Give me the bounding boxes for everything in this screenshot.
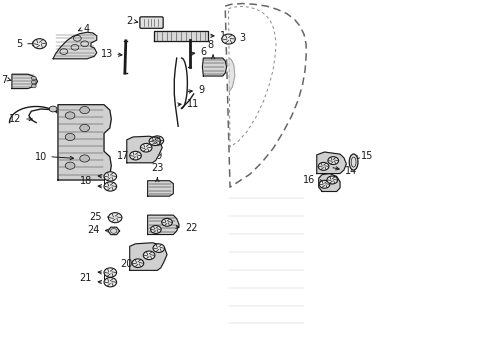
Circle shape <box>130 151 141 160</box>
Circle shape <box>151 136 164 145</box>
Circle shape <box>80 107 90 114</box>
Ellipse shape <box>349 154 358 170</box>
Text: 15: 15 <box>361 150 373 161</box>
Polygon shape <box>229 58 235 92</box>
Polygon shape <box>154 31 208 41</box>
Polygon shape <box>318 174 340 192</box>
Polygon shape <box>108 227 120 235</box>
Text: 24: 24 <box>87 225 99 235</box>
Circle shape <box>80 125 90 132</box>
Circle shape <box>153 244 165 252</box>
Circle shape <box>108 213 122 223</box>
Text: 18: 18 <box>80 176 92 186</box>
Circle shape <box>104 172 117 181</box>
Text: 10: 10 <box>35 152 48 162</box>
Circle shape <box>143 251 155 260</box>
Circle shape <box>104 278 117 287</box>
Text: 17: 17 <box>117 150 129 161</box>
Text: 23: 23 <box>151 163 164 173</box>
Circle shape <box>33 39 47 49</box>
Text: 14: 14 <box>345 166 357 176</box>
Circle shape <box>328 157 339 165</box>
Circle shape <box>132 259 144 267</box>
Polygon shape <box>317 152 346 174</box>
Circle shape <box>319 180 330 188</box>
Circle shape <box>80 155 90 162</box>
Text: 25: 25 <box>89 212 101 221</box>
Polygon shape <box>53 32 97 59</box>
Text: 21: 21 <box>79 273 92 283</box>
Polygon shape <box>202 58 227 76</box>
Circle shape <box>162 219 172 226</box>
Circle shape <box>149 137 161 145</box>
Text: 9: 9 <box>198 85 205 95</box>
Text: 4: 4 <box>84 24 90 34</box>
Text: 6: 6 <box>200 47 207 57</box>
Circle shape <box>31 76 36 80</box>
Text: 3: 3 <box>240 33 246 43</box>
Text: 19: 19 <box>151 150 164 161</box>
Circle shape <box>31 80 36 84</box>
Text: 16: 16 <box>303 175 315 185</box>
Circle shape <box>222 34 235 44</box>
Circle shape <box>150 226 161 233</box>
Text: 12: 12 <box>9 114 22 124</box>
Circle shape <box>65 134 75 140</box>
Circle shape <box>49 106 57 112</box>
Polygon shape <box>147 181 173 196</box>
Circle shape <box>327 176 338 184</box>
Polygon shape <box>147 215 179 234</box>
Text: 13: 13 <box>100 49 113 59</box>
Text: 22: 22 <box>185 223 197 233</box>
Text: 7: 7 <box>1 75 7 85</box>
Polygon shape <box>130 243 167 270</box>
Circle shape <box>140 143 152 152</box>
Text: 11: 11 <box>187 99 199 109</box>
FancyBboxPatch shape <box>140 17 163 28</box>
Text: 2: 2 <box>126 16 132 26</box>
Circle shape <box>318 162 329 170</box>
Text: 20: 20 <box>120 259 132 269</box>
Circle shape <box>104 182 117 191</box>
Circle shape <box>65 162 75 169</box>
Circle shape <box>65 112 75 119</box>
Text: 8: 8 <box>208 40 214 50</box>
Polygon shape <box>12 74 38 89</box>
Text: 5: 5 <box>16 39 23 49</box>
Circle shape <box>104 268 117 277</box>
Text: 1: 1 <box>220 31 226 41</box>
Polygon shape <box>127 136 162 163</box>
Circle shape <box>31 84 36 88</box>
Polygon shape <box>58 105 111 180</box>
